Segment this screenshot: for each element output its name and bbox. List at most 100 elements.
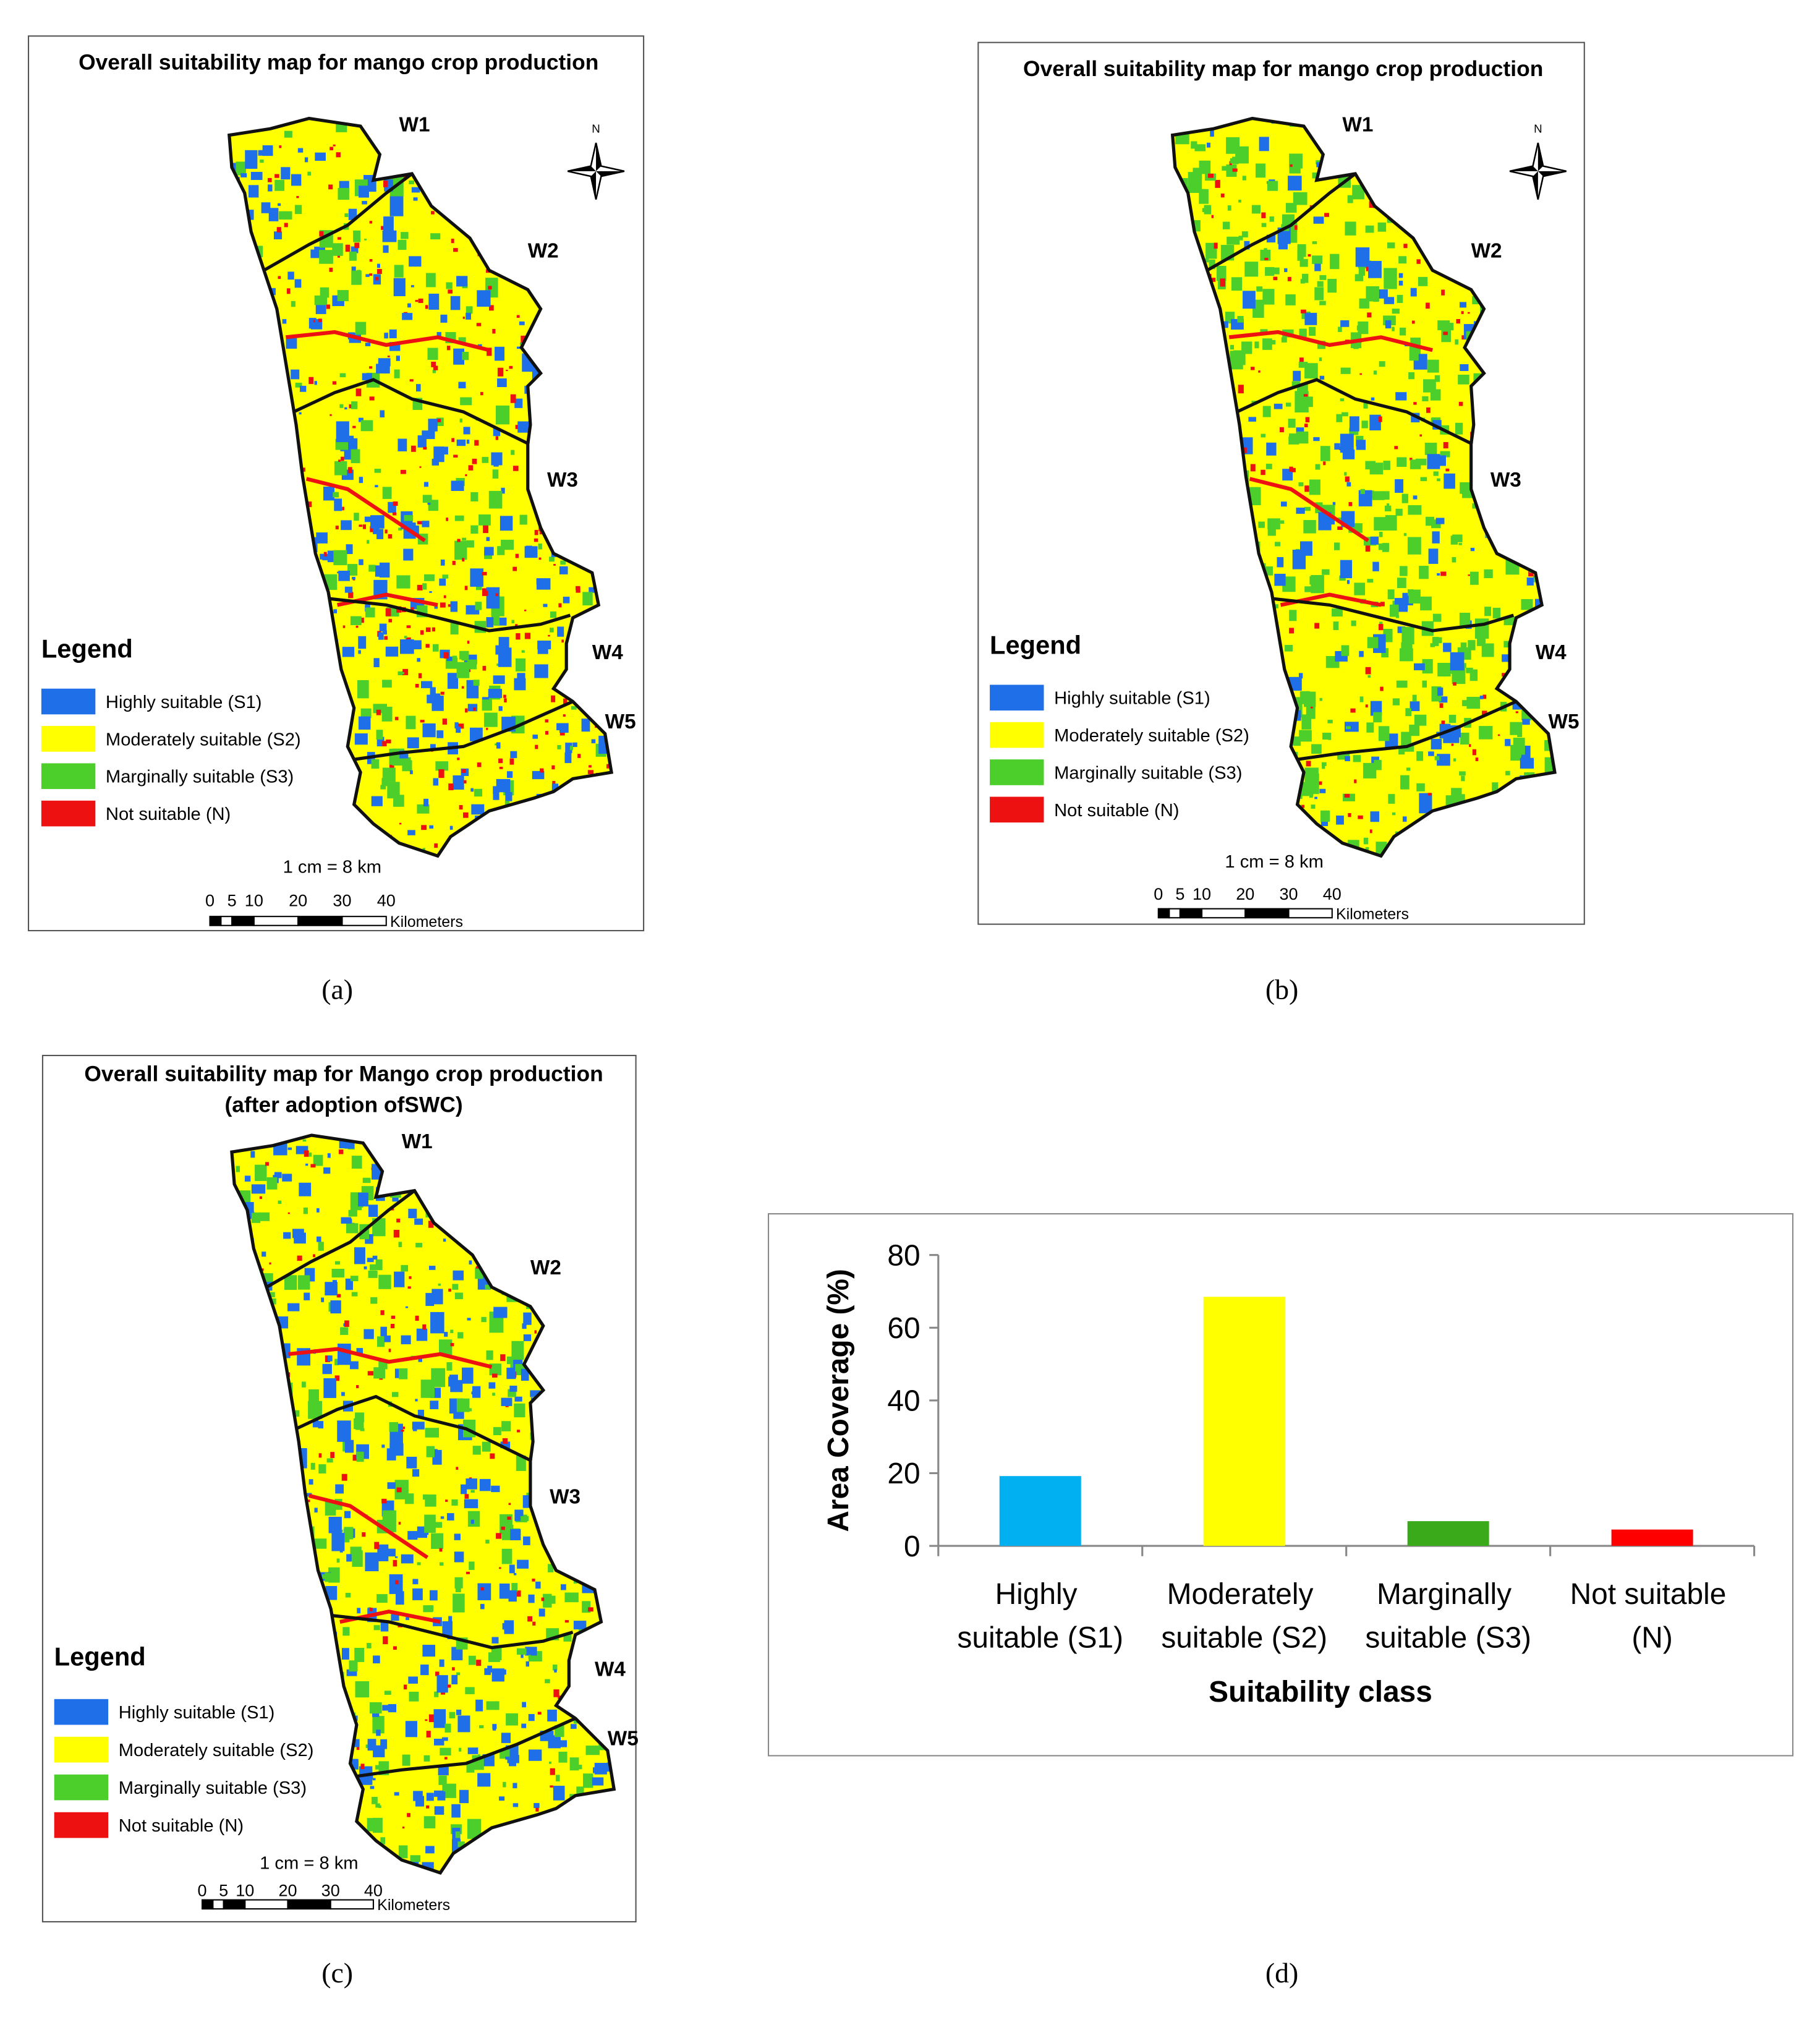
patch [380,1739,388,1749]
watershed-boundary [354,700,574,761]
patch [342,506,344,511]
patch [434,1738,444,1746]
patch [485,1540,490,1544]
patch [1407,537,1421,555]
patch [1230,344,1234,350]
patch [318,1453,322,1458]
patch [1365,225,1374,233]
patch [1432,531,1440,544]
patch [1520,757,1534,769]
patch [1401,731,1411,747]
patch [1311,574,1324,594]
patch [1214,242,1218,249]
patch [412,1469,420,1477]
patch [1280,501,1287,507]
patch [530,1390,540,1397]
patch [299,1182,312,1196]
patch [401,232,409,239]
patch [278,276,281,279]
patch [1412,694,1417,702]
patch [444,1757,448,1760]
patch [1358,815,1363,819]
patch [452,655,457,662]
patch [499,1796,505,1801]
patch [550,1768,555,1775]
patch [345,1593,351,1598]
patch [571,1724,577,1729]
patch [1369,463,1384,475]
legend-swatch [54,1736,109,1763]
map-title: Overall suitability map for mango crop p… [79,50,598,74]
patch [535,744,538,749]
patch [1262,406,1271,417]
patch [538,1608,545,1617]
patch [503,1781,506,1788]
patch [1305,417,1310,423]
patch [1319,275,1327,280]
patch [1434,375,1440,382]
patch [1472,749,1476,756]
patch [358,650,361,654]
patch [344,586,353,593]
patch [378,632,384,640]
patch [514,678,526,691]
legend-label: Highly suitable (S1) [119,1703,275,1723]
patch [1288,419,1296,428]
patch [1461,775,1465,782]
patch [422,495,432,503]
patch [393,1559,398,1567]
patch [439,1562,444,1566]
patch [1289,610,1297,621]
patch [1238,236,1243,241]
legend-title: Legend [41,634,133,663]
patch [334,1375,340,1381]
patch [425,1293,435,1307]
patch [1300,279,1305,284]
patch [434,843,438,848]
patch [1261,212,1266,218]
patch [522,1323,527,1329]
patch [372,1716,385,1734]
patch [408,1676,418,1684]
patch [545,1679,550,1684]
scale-tick: 5 [1175,885,1184,903]
patch [333,550,347,566]
legend-swatch [41,726,96,752]
patch [486,617,494,628]
patch [1306,761,1311,767]
patch [425,273,436,288]
patch [349,251,357,261]
patch [440,602,446,608]
patch [1223,321,1228,328]
patch [1399,327,1406,336]
patch [582,592,593,606]
patch [501,1421,511,1431]
patch [488,286,492,290]
patch [456,662,470,678]
patch [337,290,349,302]
patch [456,1709,462,1715]
patch [1281,337,1287,343]
y-tick-label: 20 [887,1457,920,1490]
patch [1215,179,1220,188]
patch [1437,478,1440,482]
patch [1505,739,1511,746]
patch [346,1223,359,1234]
patch [377,1544,389,1561]
patch [1409,724,1420,736]
patch [372,1255,378,1260]
legend-swatch [54,1812,109,1838]
patch [1384,297,1395,304]
patch [1360,488,1365,494]
patch [407,1531,418,1540]
patch [493,1307,508,1318]
patch [450,601,458,612]
patch [300,385,307,392]
patch [1479,695,1484,699]
patch [376,730,383,740]
scale-segment [330,1899,374,1910]
x-tick-label: Not suitable (N) [1570,1578,1735,1655]
patch [402,757,411,763]
patch [561,639,564,643]
patch [326,1458,333,1463]
